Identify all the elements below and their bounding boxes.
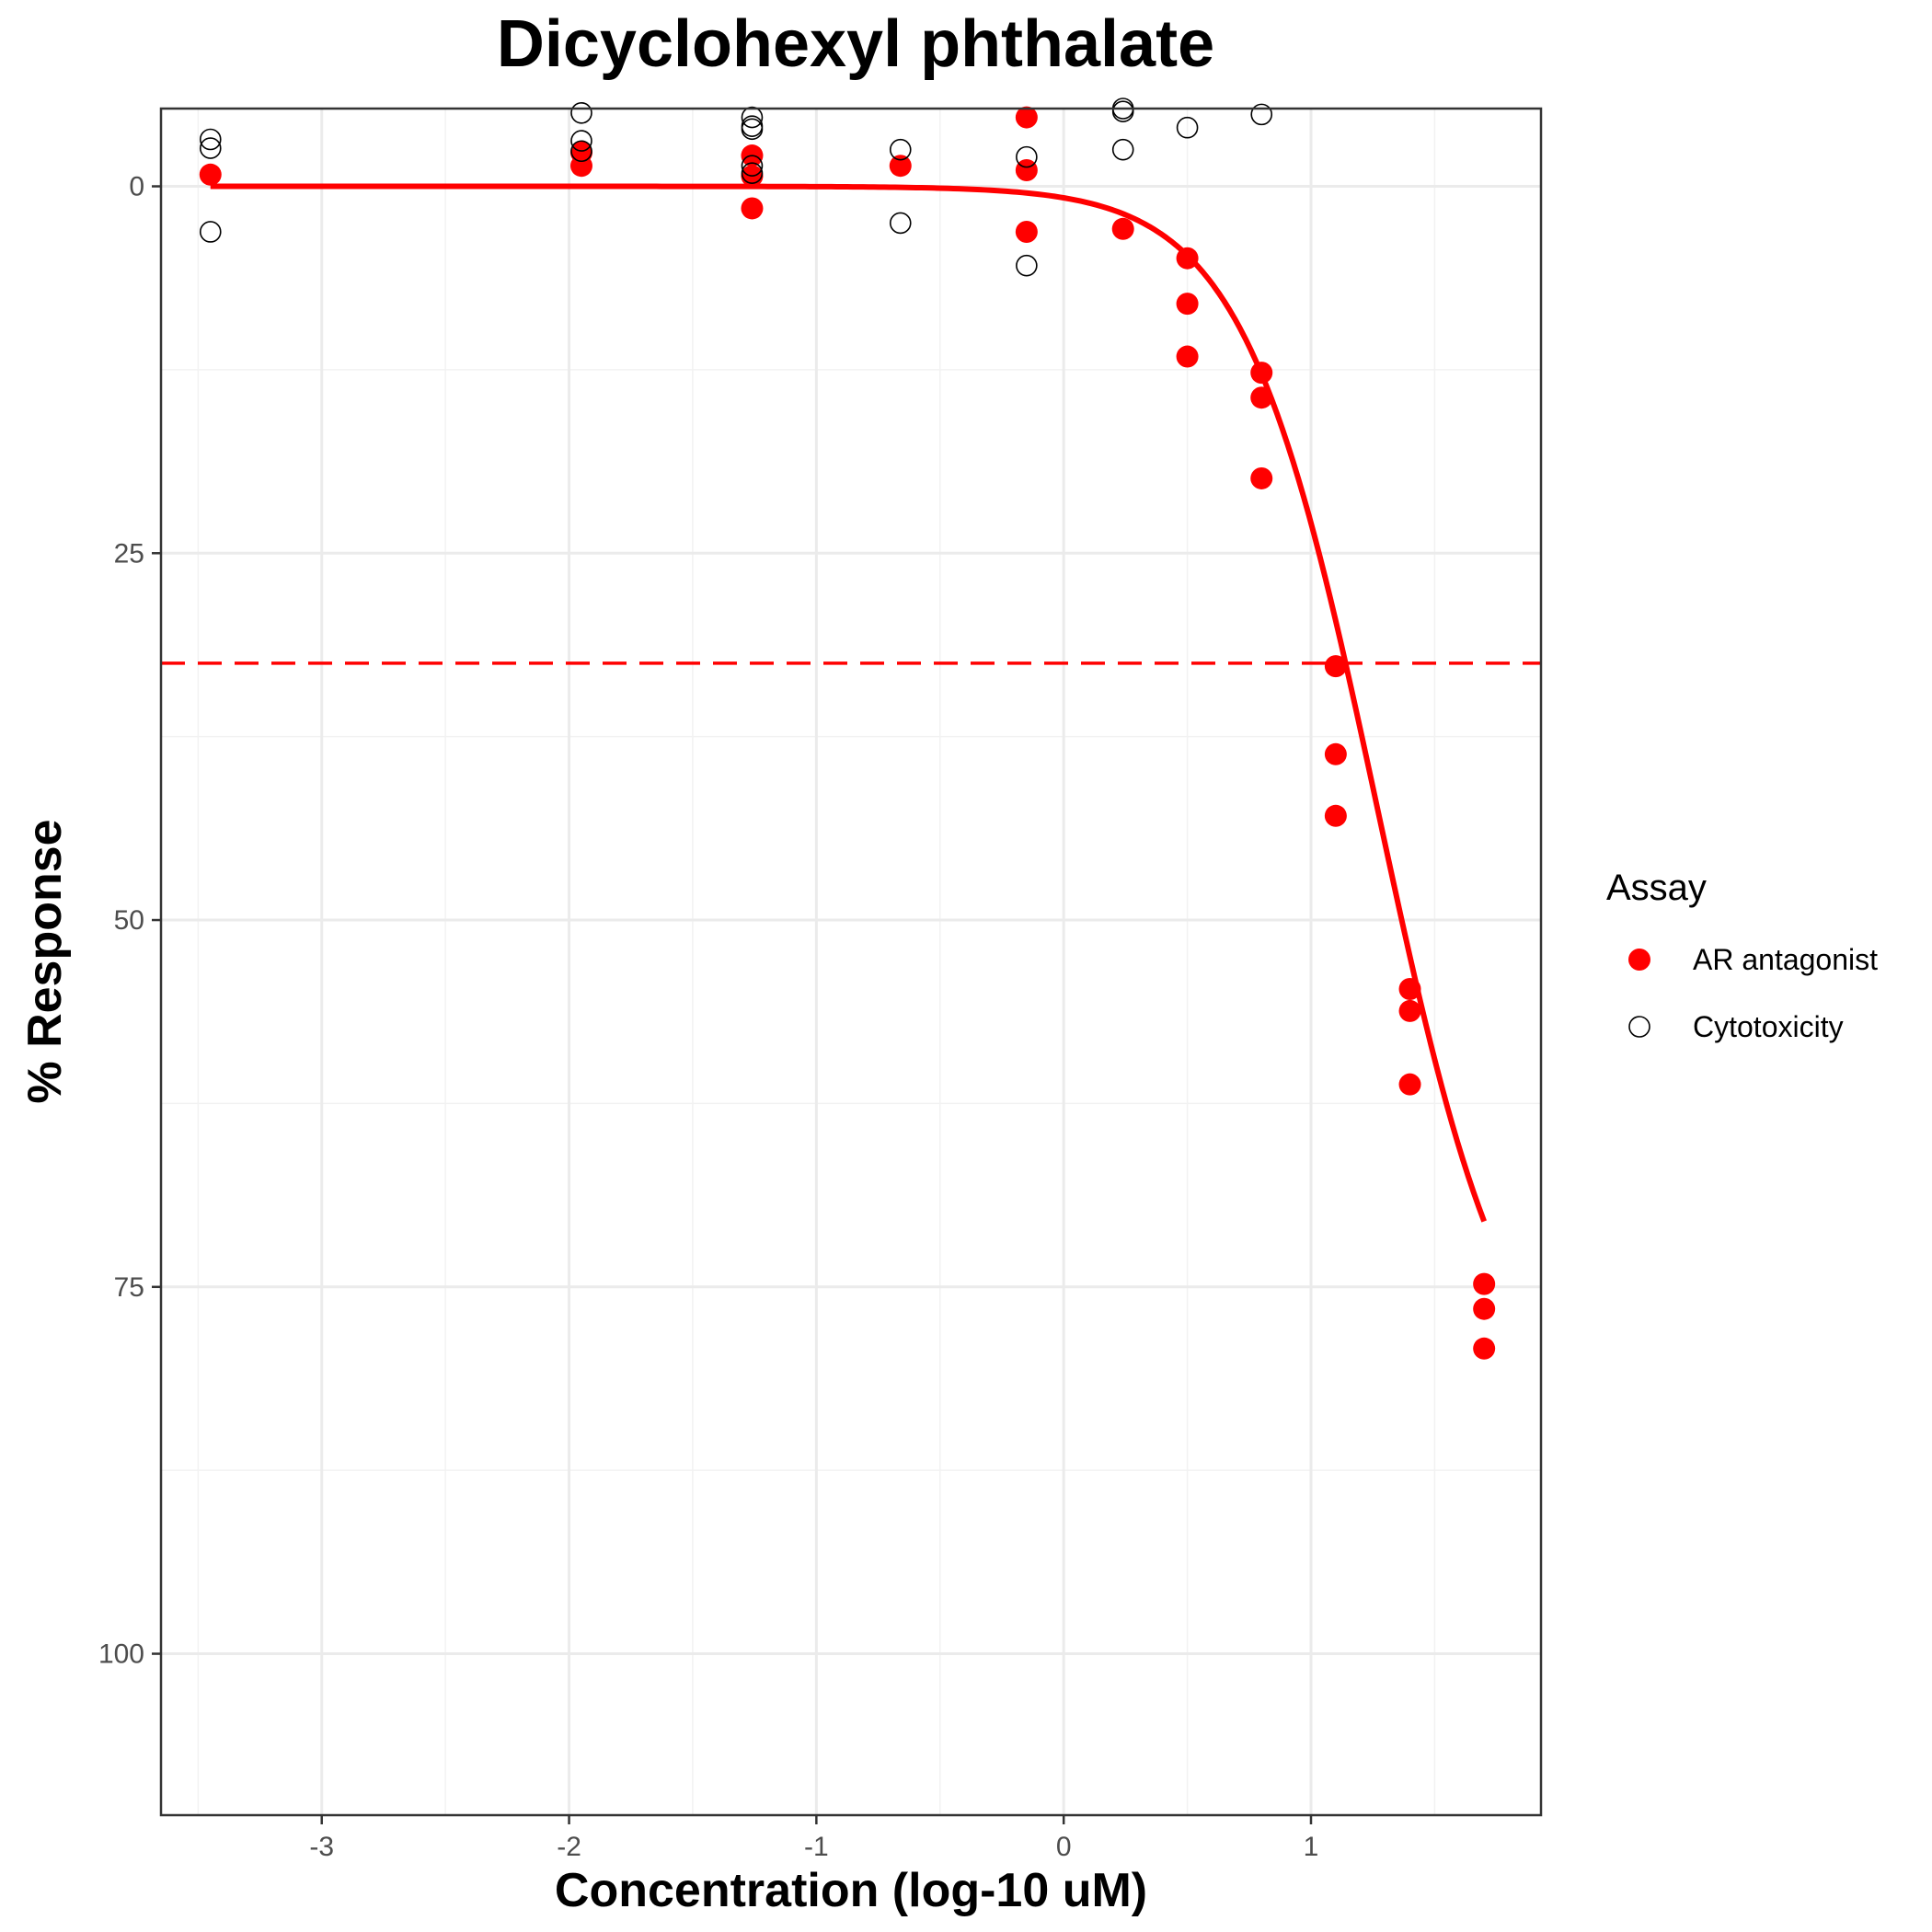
point-ar-antagonist — [889, 155, 912, 178]
point-cytotoxicity — [1111, 138, 1134, 161]
point-ar-antagonist — [1176, 293, 1199, 316]
point-cytotoxicity — [1176, 116, 1199, 139]
point-cytotoxicity — [889, 212, 912, 235]
x-tick-label: -1 — [804, 1832, 829, 1862]
point-ar-antagonist — [1398, 1073, 1421, 1096]
chart-title: Dicyclohexyl phthalate — [497, 7, 1214, 81]
point-cytotoxicity — [570, 140, 592, 163]
point-cytotoxicity — [1016, 145, 1038, 168]
x-axis: -3 -2 -1 0 1 — [309, 1815, 1318, 1862]
point-cytotoxicity — [199, 221, 222, 243]
point-ar-antagonist — [1324, 742, 1347, 765]
legend-title: Assay — [1606, 868, 1707, 908]
point-cytotoxicity — [570, 101, 592, 124]
point-ar-antagonist — [1473, 1272, 1496, 1295]
point-cytotoxicity — [1016, 254, 1038, 277]
legend-label-cytotoxicity: Cytotoxicity — [1693, 1010, 1844, 1043]
point-ar-antagonist — [1250, 386, 1273, 409]
y-axis: 0 25 50 75 100 — [98, 172, 161, 1670]
point-cytotoxicity — [1250, 103, 1273, 126]
data-points — [199, 98, 1496, 1360]
point-ar-antagonist — [1111, 217, 1134, 240]
point-cytotoxicity — [199, 128, 222, 151]
plot-panel — [161, 109, 1541, 1815]
point-ar-antagonist — [1250, 362, 1273, 385]
point-ar-antagonist — [1473, 1337, 1496, 1360]
point-ar-antagonist — [1015, 106, 1038, 129]
point-cytotoxicity — [741, 106, 764, 129]
point-ar-antagonist — [1398, 999, 1421, 1022]
point-cytotoxicity — [199, 137, 222, 159]
x-tick-label: -2 — [557, 1832, 581, 1862]
point-ar-antagonist — [569, 141, 592, 164]
point-cytotoxicity — [741, 118, 764, 141]
y-axis-title: % Response — [18, 819, 72, 1103]
point-ar-antagonist — [1015, 220, 1038, 243]
point-ar-antagonist — [1324, 804, 1347, 827]
x-tick-label: -3 — [309, 1832, 334, 1862]
point-cytotoxicity — [1111, 100, 1134, 122]
plot-border — [159, 107, 1543, 1817]
x-tick-label: 1 — [1304, 1832, 1319, 1862]
legend-marker-ar-antagonist — [1628, 949, 1650, 971]
legend: Assay AR antagonist Cytotoxicity — [1606, 868, 1878, 1043]
grid-lines — [161, 109, 1541, 1815]
point-ar-antagonist — [1176, 345, 1199, 368]
point-ar-antagonist — [1250, 466, 1273, 489]
x-tick-label: 0 — [1056, 1832, 1072, 1862]
point-ar-antagonist — [1324, 655, 1347, 678]
y-tick-label: 25 — [114, 538, 144, 569]
y-tick-label: 0 — [129, 172, 144, 202]
point-ar-antagonist — [1176, 247, 1199, 270]
legend-label-ar-antagonist: AR antagonist — [1693, 943, 1878, 976]
point-ar-antagonist — [1398, 978, 1421, 1001]
y-tick-label: 100 — [98, 1639, 144, 1670]
point-ar-antagonist — [1473, 1297, 1496, 1320]
y-tick-label: 75 — [114, 1272, 144, 1303]
point-cytotoxicity — [889, 138, 912, 161]
point-ar-antagonist — [199, 163, 222, 186]
legend-marker-cytotoxicity — [1628, 1016, 1650, 1038]
point-cytotoxicity — [570, 130, 592, 152]
point-ar-antagonist — [741, 197, 764, 220]
y-tick-label: 50 — [114, 905, 144, 936]
point-cytotoxicity — [741, 162, 764, 184]
x-axis-title: Concentration (log-10 uM) — [555, 1864, 1147, 1917]
point-cytotoxicity — [741, 155, 764, 178]
